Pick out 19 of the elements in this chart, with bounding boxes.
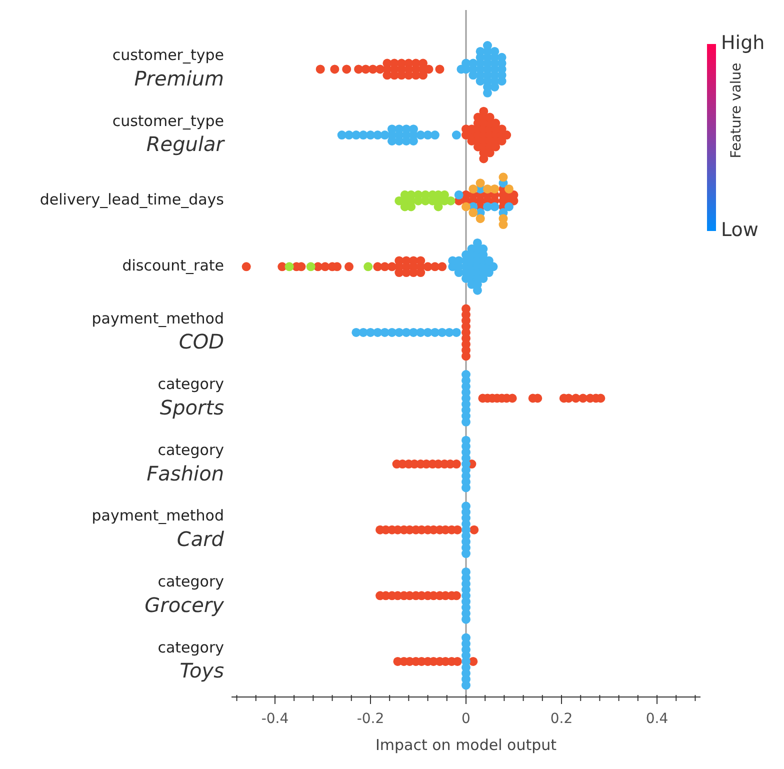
- y-tick-label: payment_method COD: [92, 309, 224, 354]
- x-tick-label: -0.2: [356, 711, 384, 728]
- y-tick-label: customer_type Regular: [112, 112, 226, 156]
- x-tick-label: -0.4: [261, 711, 289, 728]
- x-tick-label: 0: [462, 711, 470, 728]
- y-tick-label: category Fashion: [146, 440, 224, 486]
- color-bar-label: High: [721, 32, 765, 54]
- color-bar-label: Low: [721, 218, 758, 241]
- y-tick-label: delivery_lead_time_days: [40, 190, 224, 209]
- y-tick-label: category Toys: [158, 638, 224, 683]
- y-tick-label: category Grocery: [144, 572, 226, 617]
- y-tick-label: discount_rate: [122, 256, 224, 275]
- y-tick-label: category Sports: [158, 375, 224, 420]
- y-tick-label: payment_method Card: [92, 506, 224, 552]
- x-tick-label: 0.4: [646, 711, 668, 728]
- x-axis-title: Impact on model output: [375, 736, 557, 754]
- x-tick-label: 0.2: [550, 711, 573, 728]
- y-tick-label: customer_type Premium: [112, 46, 224, 90]
- color-bar-title: Feature value: [728, 62, 745, 158]
